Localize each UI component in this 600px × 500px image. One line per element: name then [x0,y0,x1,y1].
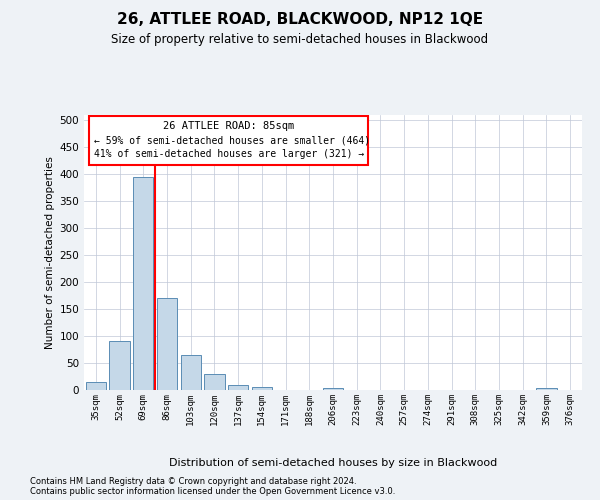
Text: 26, ATTLEE ROAD, BLACKWOOD, NP12 1QE: 26, ATTLEE ROAD, BLACKWOOD, NP12 1QE [117,12,483,28]
Bar [205,374,224,390]
Text: Size of property relative to semi-detached houses in Blackwood: Size of property relative to semi-detach… [112,32,488,46]
Text: Distribution of semi-detached houses by size in Blackwood: Distribution of semi-detached houses by … [169,458,497,468]
Bar [323,388,343,390]
Text: Contains HM Land Registry data © Crown copyright and database right 2024.: Contains HM Land Registry data © Crown c… [30,476,356,486]
Text: Contains public sector information licensed under the Open Government Licence v3: Contains public sector information licen… [30,486,395,496]
Y-axis label: Number of semi-detached properties: Number of semi-detached properties [45,156,55,349]
Text: 26 ATTLEE ROAD: 85sqm: 26 ATTLEE ROAD: 85sqm [163,120,294,130]
Bar [228,384,248,390]
Bar [181,355,201,390]
Bar [86,382,106,390]
Bar [252,387,272,390]
Bar [109,342,130,390]
Bar [536,388,557,390]
Bar [133,177,154,390]
FancyBboxPatch shape [89,116,368,164]
Text: ← 59% of semi-detached houses are smaller (464): ← 59% of semi-detached houses are smalle… [94,135,370,145]
Text: 41% of semi-detached houses are larger (321) →: 41% of semi-detached houses are larger (… [94,149,364,159]
Bar [157,298,177,390]
